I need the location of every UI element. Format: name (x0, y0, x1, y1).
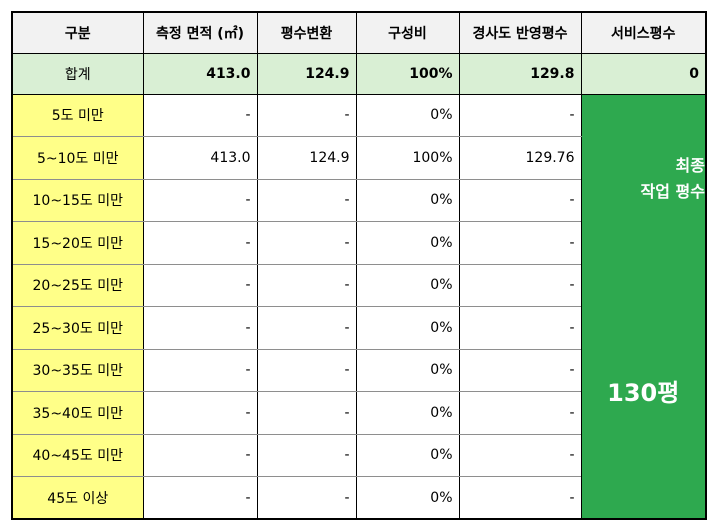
row-slope: - (458, 434, 582, 477)
row-label: 25~30도 미만 (11, 306, 144, 350)
row-slope: - (458, 264, 582, 307)
row-pyeong: - (256, 179, 357, 222)
header-row: 구분 측정 면적 (㎡) 평수변환 구성비 경사도 반영평수 서비스평수 (11, 11, 707, 54)
table-row: 20~25도 미만 - -0% - (11, 264, 706, 307)
row-ratio: 100% (355, 136, 460, 180)
row-pyeong: - (256, 264, 357, 307)
final-label-line1: 최종 (675, 155, 705, 175)
row-pyeong: - (256, 94, 357, 137)
table-row: 5도 미만 - -0% - 최종 작업 평수 130평 (11, 93, 707, 520)
table-row: 10~15도 미만 - -0% - (11, 179, 706, 222)
row-ratio: 0% (355, 434, 460, 477)
slope-area-table: 구분 측정 면적 (㎡) 평수변환 구성비 경사도 반영평수 서비스평수 합계 … (11, 11, 707, 520)
row-slope: - (458, 391, 582, 435)
row-ratio: 0% (355, 179, 460, 222)
total-service: 0 (580, 52, 707, 95)
row-ratio: 0% (355, 94, 460, 137)
row-ratio: 0% (355, 391, 460, 435)
row-slope: - (458, 476, 582, 520)
row-label: 20~25도 미만 (11, 264, 144, 307)
row-area: - (142, 349, 258, 392)
row-pyeong: - (256, 306, 357, 350)
row-ratio: 0% (355, 349, 460, 392)
row-pyeong: 124.9 (256, 136, 357, 180)
table-row: 40~45도 미만 - -0% - (11, 434, 706, 477)
row-label: 30~35도 미만 (11, 349, 144, 392)
total-row: 합계 413.0 124.9 100% 129.8 0 (11, 52, 707, 95)
row-pyeong: - (256, 476, 357, 520)
row-slope: - (458, 349, 582, 392)
header-pyeong-conversion: 평수변환 (256, 11, 357, 54)
row-slope: - (458, 221, 582, 265)
row-ratio: 0% (355, 306, 460, 350)
row-pyeong: - (256, 221, 357, 265)
row-area: - (142, 476, 258, 520)
total-ratio: 100% (355, 52, 460, 95)
header-measured-area: 측정 면적 (㎡) (142, 11, 258, 54)
header-slope-adjusted-pyeong: 경사도 반영평수 (458, 11, 582, 54)
row-ratio: 0% (355, 476, 460, 520)
row-label: 5~10도 미만 (11, 136, 144, 180)
row-label: 10~15도 미만 (11, 179, 144, 222)
row-area: - (142, 391, 258, 435)
total-label: 합계 (11, 52, 144, 95)
row-area: - (142, 94, 258, 137)
row-area: - (142, 434, 258, 477)
header-service-pyeong: 서비스평수 (580, 11, 707, 54)
final-label-line2: 작업 평수 (640, 181, 705, 201)
total-slope: 129.8 (458, 52, 582, 95)
row-slope: - (458, 94, 582, 137)
row-ratio: 0% (355, 264, 460, 307)
row-slope: - (458, 306, 582, 350)
row-label: 5도 미만 (11, 94, 144, 137)
row-slope: - (458, 179, 582, 222)
total-pyeong: 124.9 (256, 52, 357, 95)
total-area: 413.0 (142, 52, 258, 95)
header-category: 구분 (11, 11, 144, 54)
table-row: 15~20도 미만 - -0% - (11, 221, 706, 265)
row-slope: 129.76 (458, 136, 582, 180)
row-area: - (142, 264, 258, 307)
row-label: 40~45도 미만 (11, 434, 144, 477)
final-value: 130평 (607, 378, 680, 407)
table-row: 25~30도 미만 - -0% - (11, 306, 706, 350)
row-label: 45도 이상 (11, 476, 144, 520)
row-pyeong: - (256, 391, 357, 435)
table-row: 30~35도 미만 - -0% - (11, 349, 706, 392)
row-pyeong: - (256, 349, 357, 392)
row-label: 35~40도 미만 (11, 391, 144, 435)
table-row: 35~40도 미만 - -0% - (11, 391, 706, 435)
row-pyeong: - (256, 434, 357, 477)
row-area: 413.0 (142, 136, 258, 180)
header-composition-ratio: 구성비 (355, 11, 460, 54)
row-area: - (142, 221, 258, 265)
row-ratio: 0% (355, 221, 460, 265)
row-area: - (142, 179, 258, 222)
row-label: 15~20도 미만 (11, 221, 144, 265)
table-row: 5~10도 미만 413.0 124.9 100% 129.76 (11, 136, 706, 180)
row-area: - (142, 306, 258, 350)
